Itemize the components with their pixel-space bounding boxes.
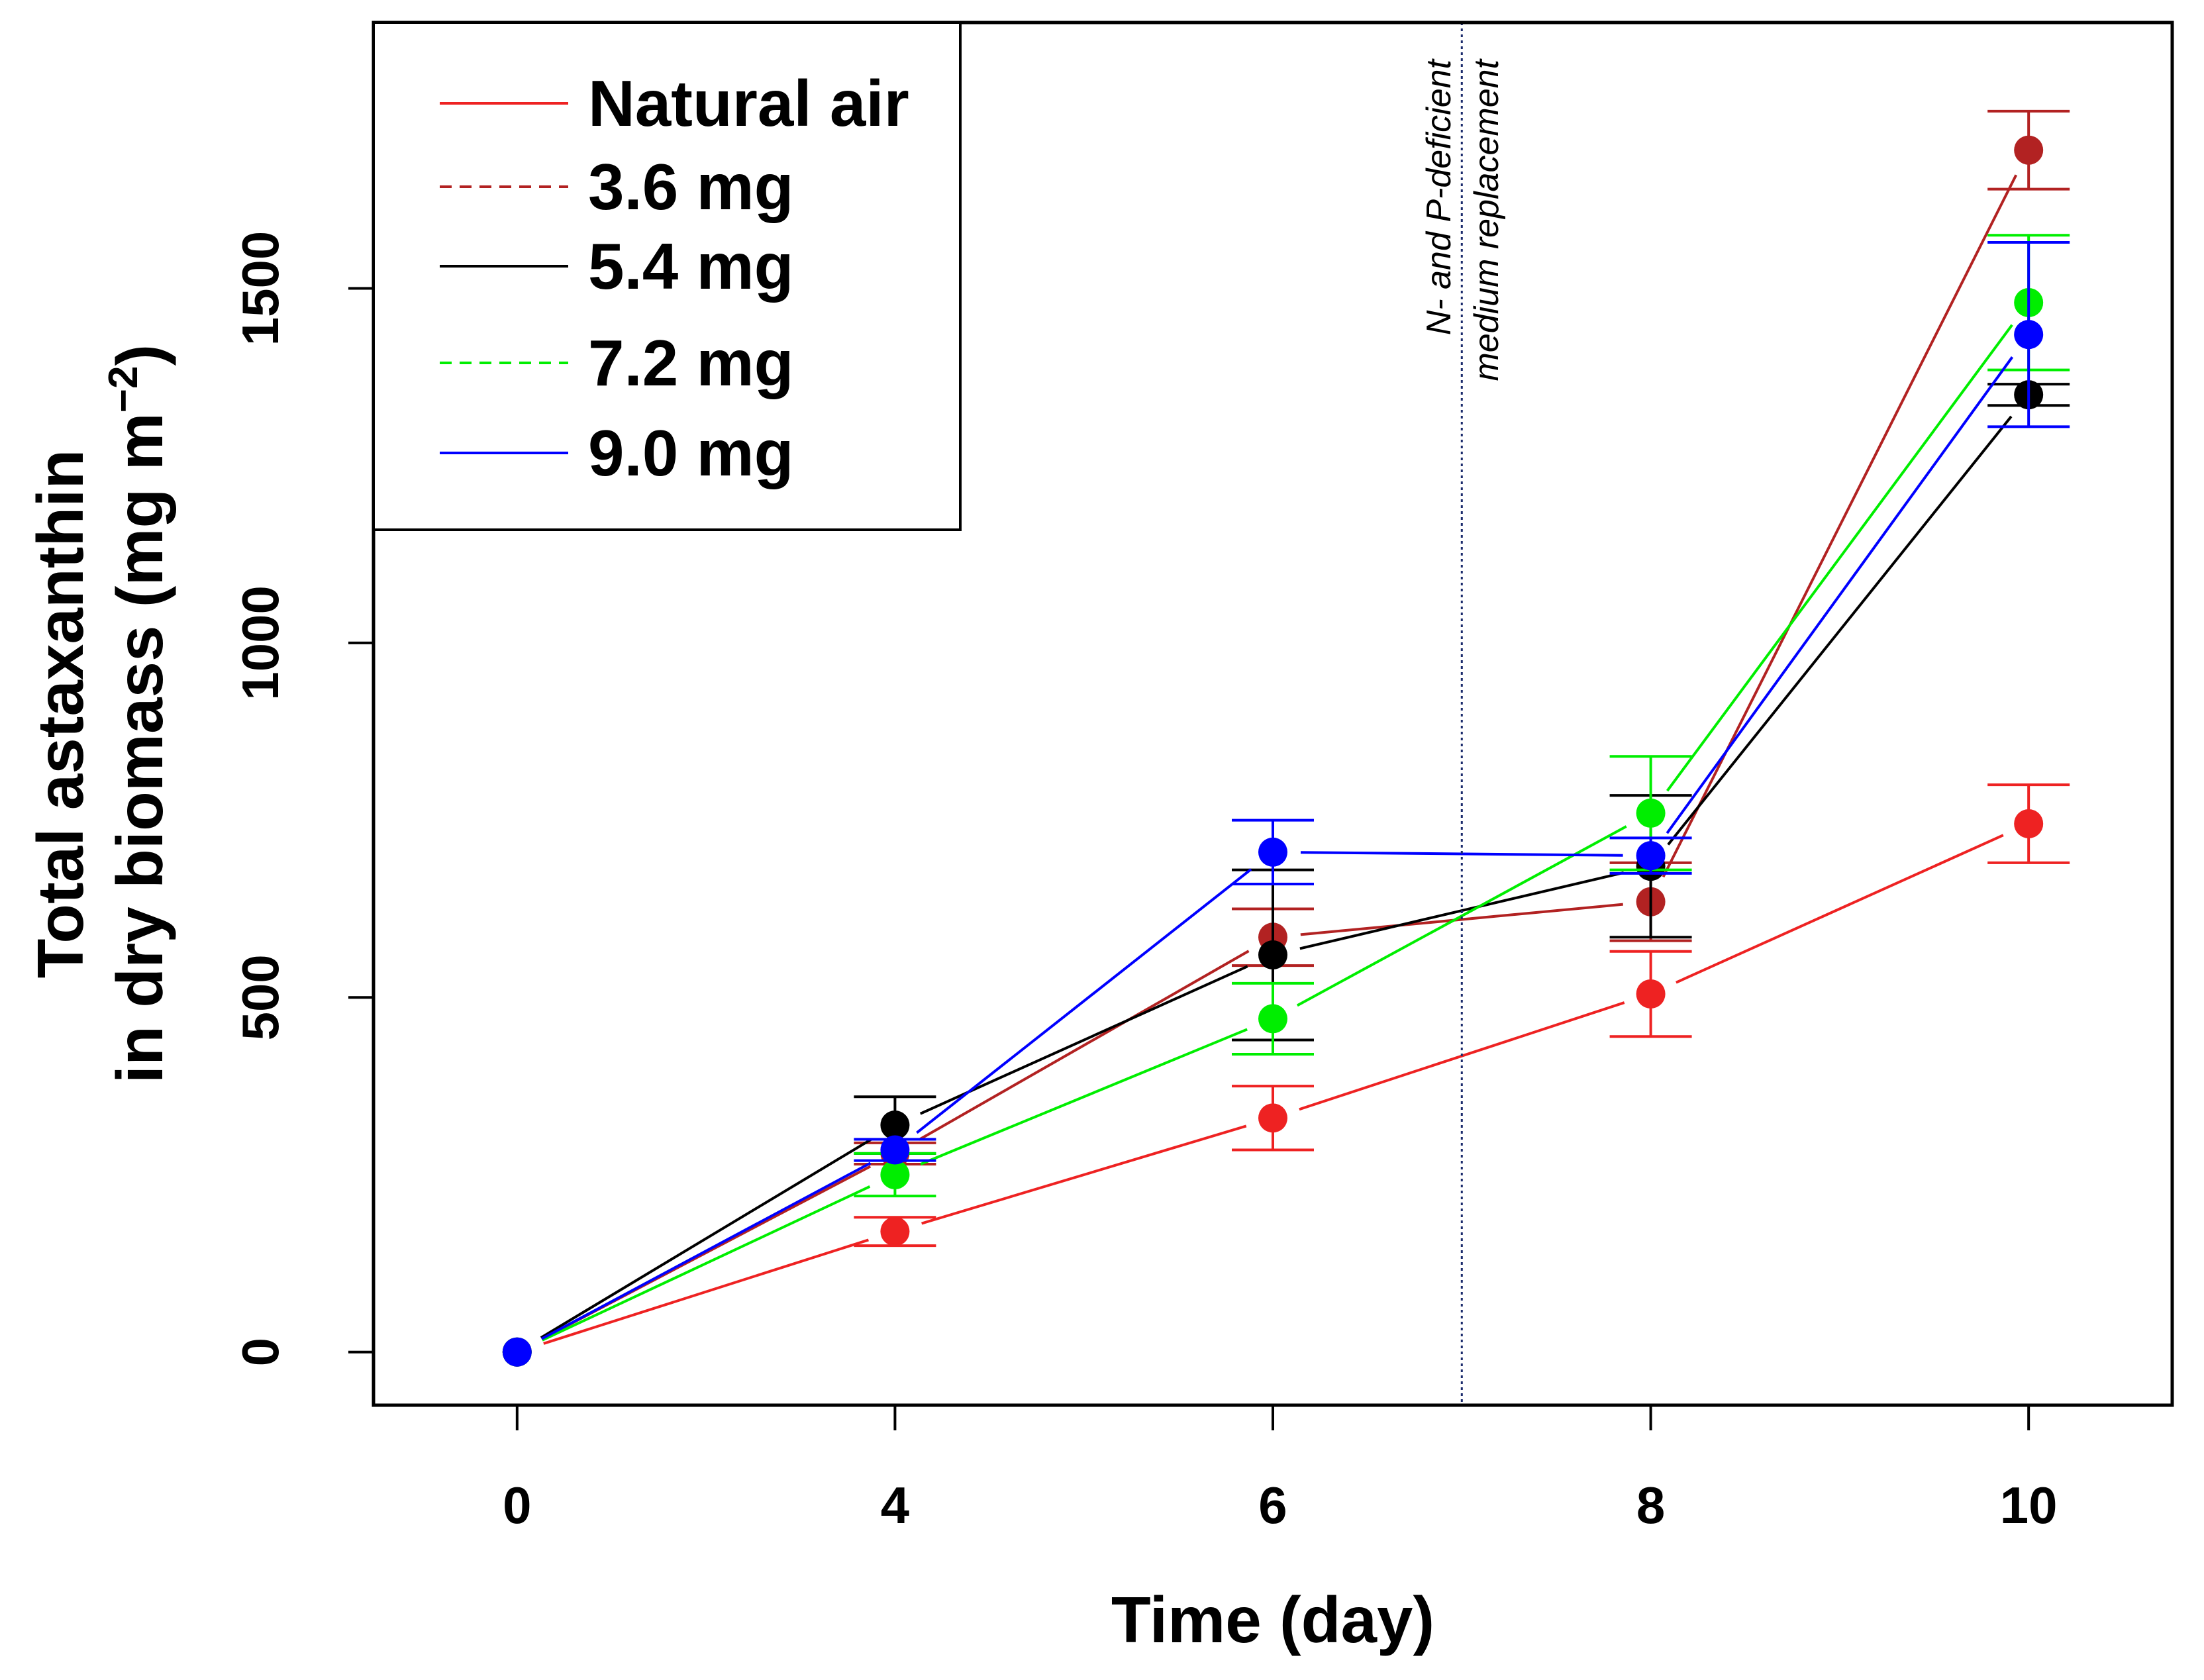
y-tick-label: 500 (231, 954, 289, 1040)
legend-label: 3.6 mg (588, 150, 793, 223)
series-line (541, 1185, 871, 1342)
series-line (916, 868, 1252, 1134)
legend: Natural air 3.6 mg5.4 mg 7.2 mg 9.0 mg (372, 21, 962, 531)
series-line (540, 1138, 872, 1339)
x-tick-label: 10 (2000, 1476, 2058, 1534)
annotation-line1: N- and P-deficient (1420, 58, 1458, 335)
y-tick-label: 0 (231, 1338, 289, 1366)
data-point (1636, 841, 1666, 871)
annotation-line2: medium replacement (1468, 58, 1506, 381)
data-point (1258, 1103, 1287, 1133)
x-tick-label: 4 (881, 1476, 909, 1534)
y-tick-label: 1000 (231, 585, 289, 701)
y-axis-title-line2: in dry biomass (mg m−2) (101, 344, 176, 1083)
series-line (540, 1161, 872, 1340)
series-line (1296, 825, 1627, 1007)
y-axis-title-close: ) (103, 344, 176, 366)
data-point (1636, 979, 1666, 1009)
data-point (880, 1216, 910, 1246)
x-axis-title: Time (day) (1111, 1583, 1434, 1656)
y-axis-title-main: in dry biomass (mg m (103, 413, 176, 1083)
series-natural-air (502, 783, 2070, 1367)
axes: 0 4 6 8 10 0 500 1000 1500 (231, 231, 2058, 1534)
series-line (1666, 324, 2013, 792)
series-7-2-mg (502, 234, 2070, 1367)
series-line (1300, 903, 1623, 936)
y-axis-title-sup: −2 (101, 366, 146, 413)
x-tick-label: 6 (1258, 1476, 1287, 1534)
series-line (543, 1238, 870, 1345)
data-point (2014, 135, 2044, 165)
series-line (1662, 174, 2018, 878)
y-tick-label: 1500 (231, 231, 289, 346)
data-point (1258, 940, 1287, 970)
series-line (1676, 834, 2004, 984)
series-9-0-mg (502, 240, 2070, 1367)
x-tick-label: 8 (1636, 1476, 1665, 1534)
data-point (1636, 798, 1666, 828)
legend-label: Natural air (588, 67, 909, 140)
series-layer (502, 109, 2070, 1367)
annotation: N- and P-deficient medium replacement (1420, 58, 1506, 381)
series-line (1667, 415, 2013, 846)
series-line (918, 950, 1250, 1141)
x-tick-label: 0 (503, 1476, 531, 1534)
data-point (880, 1135, 910, 1165)
series-line (1666, 356, 2014, 834)
data-point (2014, 320, 2044, 350)
data-point (880, 1160, 910, 1189)
legend-items: Natural air 3.6 mg5.4 mg 7.2 mg 9.0 mg (440, 67, 909, 489)
legend-label: 9.0 mg (588, 417, 793, 489)
data-point (502, 1337, 532, 1367)
series-line (1300, 851, 1623, 857)
series-line (919, 965, 1248, 1115)
legend-box (372, 21, 962, 531)
data-point (1258, 837, 1287, 867)
data-point (1258, 1004, 1287, 1034)
series-line (921, 1124, 1247, 1225)
legend-label: 5.4 mg (588, 230, 793, 303)
legend-label: 7.2 mg (588, 326, 793, 399)
data-point (2014, 809, 2044, 838)
data-point (880, 1111, 910, 1140)
y-axis-title-line1: Total astaxanthin (24, 450, 97, 979)
series-line (920, 1028, 1248, 1165)
